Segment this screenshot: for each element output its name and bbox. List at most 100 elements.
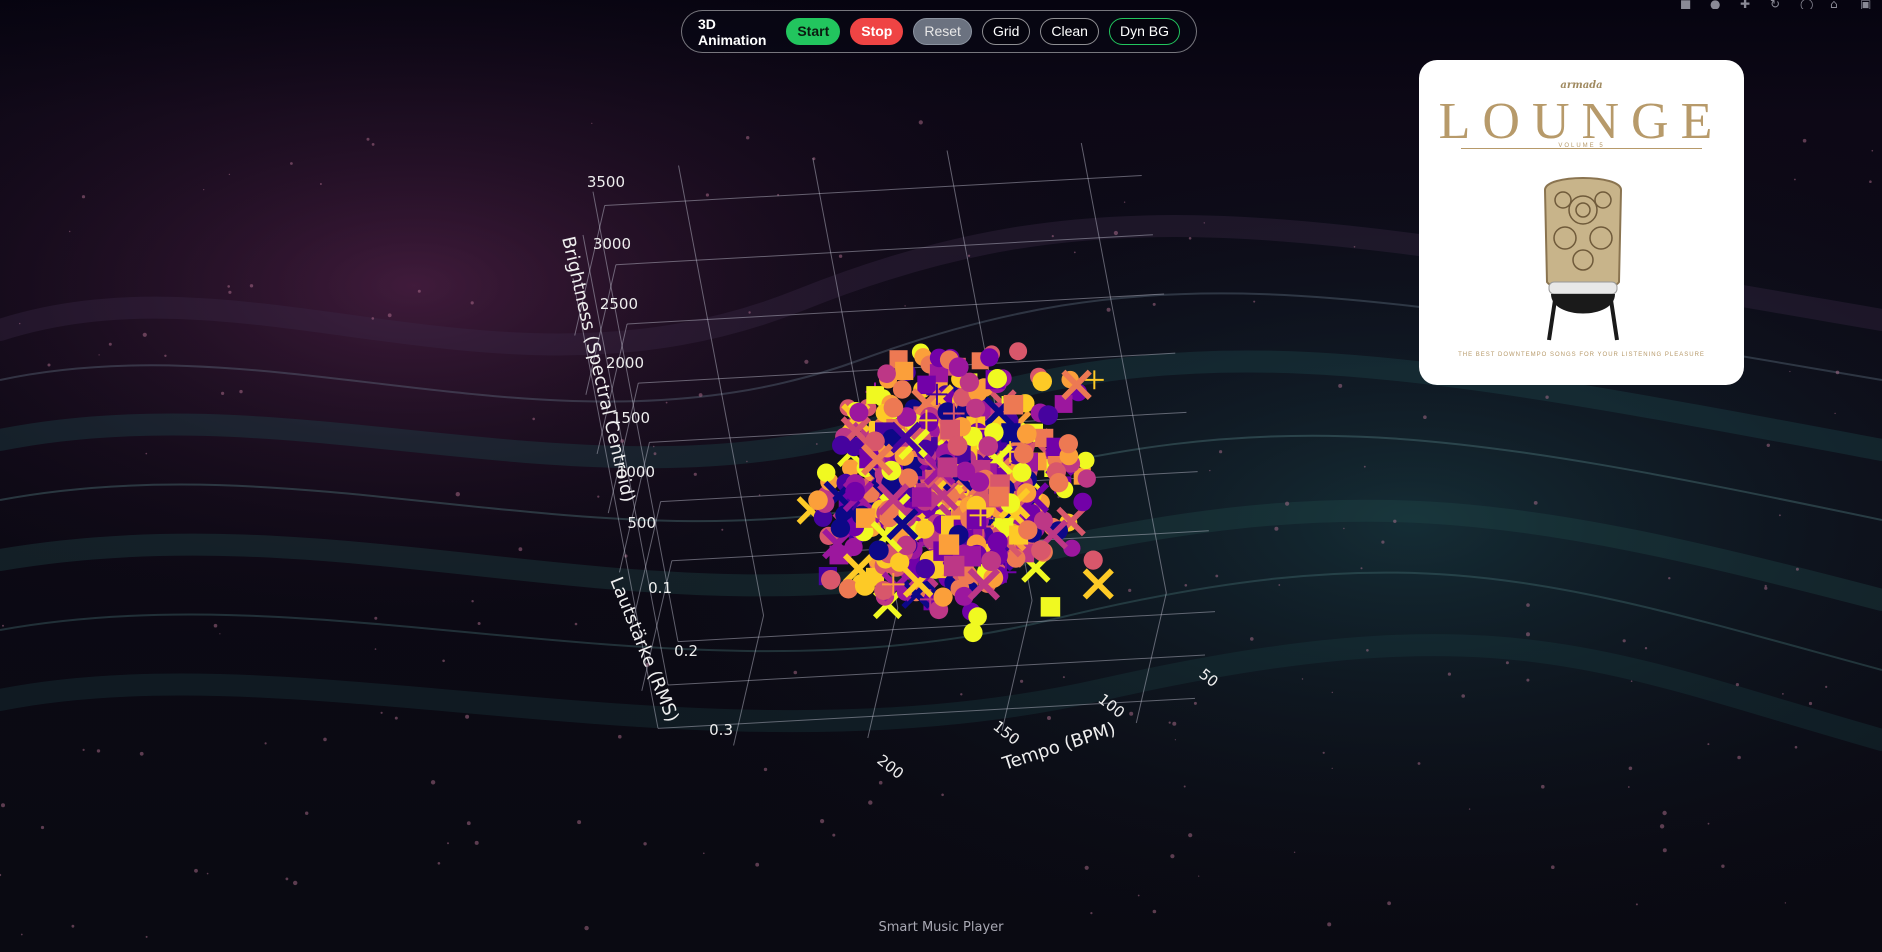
bg-particle: [471, 600, 474, 603]
bg-particle: [0, 873, 2, 877]
album-title: LOUNGE: [1438, 93, 1725, 150]
scatter-point: [937, 457, 958, 478]
bg-particle: [417, 289, 421, 293]
bg-particle: [1737, 755, 1741, 760]
bg-particle: [1274, 526, 1279, 531]
scatter-point: [854, 575, 875, 596]
scatter-point: [1003, 395, 1024, 415]
bg-particle: [285, 877, 289, 881]
bg-particle: [1193, 701, 1197, 705]
orbit-icon[interactable]: ↻: [1770, 0, 1781, 9]
y-tick-label: 0.3: [709, 721, 733, 739]
scatter-point: [926, 383, 948, 406]
bg-particle: [40, 825, 45, 830]
grid-line: [627, 293, 1165, 325]
bg-particle: [1707, 743, 1710, 746]
start-button[interactable]: Start: [786, 18, 841, 45]
bg-particle: [221, 391, 225, 395]
stop-button[interactable]: Stop: [850, 18, 904, 45]
toolbar-title: 3D Animation: [698, 15, 767, 48]
grid-line: [618, 442, 650, 573]
chair-illustration: [1543, 177, 1623, 341]
bg-particle: [1278, 584, 1281, 586]
bg-particle: [96, 749, 101, 753]
bg-particle: [1628, 766, 1633, 771]
bg-particle: [584, 925, 589, 931]
bg-particle: [98, 354, 100, 356]
bg-particle: [69, 230, 71, 233]
bg-particle: [430, 780, 436, 785]
scatter-point: [969, 472, 990, 492]
scatter-point: [865, 431, 885, 452]
turntable-icon[interactable]: ◯: [1800, 0, 1814, 9]
bg-particle: [1782, 693, 1784, 695]
scatter-point: [1063, 539, 1081, 557]
bg-particle: [2, 624, 4, 627]
bg-particle: [437, 862, 441, 865]
bg-particle: [1123, 201, 1126, 203]
bg-particle: [1795, 567, 1799, 571]
bg-particle: [1005, 755, 1007, 758]
pan-icon[interactable]: ✚: [1740, 0, 1751, 9]
bg-particle: [698, 393, 703, 397]
x-axis-title: Tempo (BPM): [999, 718, 1118, 775]
grid-button[interactable]: Grid: [981, 18, 1031, 45]
bg-particle: [941, 793, 944, 797]
bg-particle: [1188, 237, 1192, 240]
bg-particle: [455, 492, 460, 497]
video-icon[interactable]: ▣: [1860, 0, 1872, 9]
bg-particle: [1381, 540, 1385, 544]
clean-button[interactable]: Clean: [1040, 18, 1099, 45]
bg-particle: [1343, 527, 1345, 530]
bg-particle: [145, 935, 148, 938]
bg-particle: [652, 445, 655, 448]
scatter-point: [980, 348, 999, 367]
bg-particle: [1090, 912, 1093, 915]
bg-particle: [1, 803, 5, 808]
scatter-point: [918, 412, 939, 432]
bg-particle: [591, 122, 593, 124]
bg-particle: [596, 357, 598, 359]
scatter-point: [1032, 371, 1052, 392]
bg-particle: [374, 616, 378, 620]
bg-particle: [618, 734, 622, 739]
scatter-point: [821, 570, 841, 590]
scatter-point: [987, 369, 1007, 389]
grid-line: [1001, 600, 1033, 731]
bg-particle: [815, 443, 818, 445]
home-icon[interactable]: ⌂: [1830, 0, 1838, 9]
bg-particle: [71, 924, 75, 928]
bg-particle: [1735, 683, 1739, 687]
scatter-point: [947, 435, 968, 456]
scatter-point: [989, 486, 1009, 507]
bg-particle: [1835, 370, 1840, 375]
scatter-point: [1031, 540, 1051, 561]
bg-particle: [1209, 469, 1211, 472]
bg-particle: [643, 842, 647, 846]
bg-particle: [746, 136, 750, 140]
bg-particle: [532, 417, 535, 421]
bg-particle: [1789, 370, 1791, 373]
bg-particle: [812, 157, 816, 161]
bg-particle: [1137, 894, 1140, 897]
bg-particle: [1505, 661, 1509, 665]
grid-line: [596, 323, 628, 455]
bg-particle: [1363, 465, 1366, 468]
bg-particle: [1871, 149, 1874, 152]
bg-particle: [653, 452, 657, 456]
bg-particle: [777, 193, 780, 196]
zoom-icon[interactable]: ●: [1710, 0, 1721, 9]
camera-icon[interactable]: ■: [1680, 0, 1692, 9]
plot-grid: [572, 142, 1216, 746]
dyn-bg-button[interactable]: Dyn BG: [1108, 18, 1180, 45]
bg-particle: [1331, 691, 1334, 694]
bg-particle: [1393, 519, 1397, 523]
bg-particle: [1301, 678, 1304, 680]
bg-particle: [108, 342, 112, 346]
bg-particle: [1198, 875, 1200, 877]
reset-button[interactable]: Reset: [913, 18, 972, 45]
bg-particle: [820, 819, 825, 824]
bg-particle: [319, 183, 322, 185]
bg-particle: [1011, 734, 1015, 738]
